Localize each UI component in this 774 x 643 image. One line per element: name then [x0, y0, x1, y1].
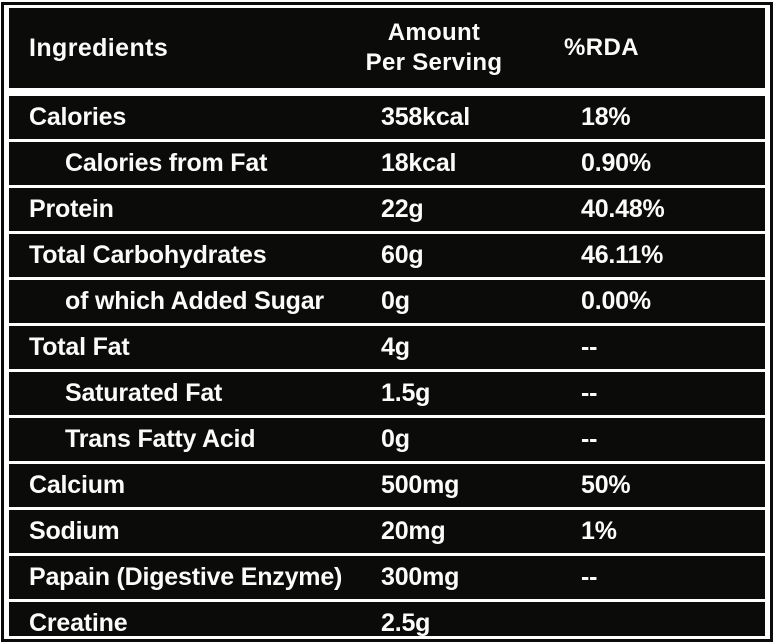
- ingredient-name: Protein: [29, 195, 114, 223]
- header-amount-label-line2: Per Serving: [365, 49, 503, 76]
- ingredient-name: Papain (Digestive Enzyme): [29, 563, 343, 591]
- amount-value: 4g: [381, 333, 410, 361]
- rda-value: --: [581, 425, 598, 453]
- rda-value: --: [581, 379, 598, 407]
- rda-value: 50%: [581, 471, 631, 499]
- amount-value: 1.5g: [381, 379, 431, 407]
- ingredient-name: Sodium: [29, 517, 120, 545]
- rda-value: --: [581, 333, 598, 361]
- rda-value: 1%: [581, 517, 617, 545]
- table-row: Total Fat 4g --: [9, 326, 765, 369]
- header-ingredients-label: Ingredients: [29, 33, 169, 62]
- ingredient-name: Saturated Fat: [65, 379, 223, 407]
- table-row: Trans Fatty Acid 0g --: [9, 418, 765, 461]
- table-row: Protein 22g 40.48%: [9, 188, 765, 231]
- amount-value: 0g: [381, 425, 410, 453]
- amount-value: 22g: [381, 195, 424, 223]
- amount-value: 500mg: [381, 471, 460, 499]
- bottom-divider: [4, 636, 770, 639]
- amount-value: 18kcal: [381, 149, 457, 177]
- ingredient-name: Creatine: [29, 609, 128, 637]
- table-row: Calories from Fat 18kcal 0.90%: [9, 142, 765, 185]
- table-row: of which Added Sugar 0g 0.00%: [9, 280, 765, 323]
- ingredient-name: of which Added Sugar: [65, 287, 324, 315]
- header-amount-label-line1: Amount: [387, 19, 481, 46]
- rda-value: 0.90%: [581, 149, 651, 177]
- table-row: Papain (Digestive Enzyme) 300mg --: [9, 556, 765, 599]
- ingredient-name: Total Carbohydrates: [29, 241, 267, 269]
- table-row: Calories 358kcal 18%: [9, 96, 765, 139]
- rda-value: 40.48%: [581, 195, 665, 223]
- table-row: Calcium 500mg 50%: [9, 464, 765, 507]
- amount-value: 0g: [381, 287, 410, 315]
- ingredient-name: Calories from Fat: [65, 149, 268, 177]
- table-header-row: Ingredients Amount Per Serving %RDA: [9, 8, 765, 88]
- ingredient-name: Calories: [29, 103, 127, 131]
- amount-value: 2.5g: [381, 609, 431, 637]
- rda-value: 0.00%: [581, 287, 651, 315]
- rda-value: --: [581, 563, 598, 591]
- header-rda-label: %RDA: [564, 34, 639, 61]
- amount-value: 300mg: [381, 563, 460, 591]
- ingredient-name: Trans Fatty Acid: [65, 425, 256, 453]
- table-row: Creatine 2.5g: [9, 602, 765, 639]
- table-body: Calories 358kcal 18% Calories from Fat 1…: [9, 96, 765, 639]
- table-row: Sodium 20mg 1%: [9, 510, 765, 553]
- amount-value: 20mg: [381, 517, 446, 545]
- table-row: Total Carbohydrates 60g 46.11%: [9, 234, 765, 277]
- amount-value: 358kcal: [381, 103, 470, 131]
- rda-value: 18%: [581, 103, 631, 131]
- ingredient-name: Total Fat: [29, 333, 130, 361]
- table-row: Saturated Fat 1.5g --: [9, 372, 765, 415]
- rda-value: 46.11%: [581, 241, 664, 269]
- amount-value: 60g: [381, 241, 424, 269]
- ingredient-name: Calcium: [29, 471, 125, 499]
- header-amount-label: Amount Per Serving: [349, 18, 519, 78]
